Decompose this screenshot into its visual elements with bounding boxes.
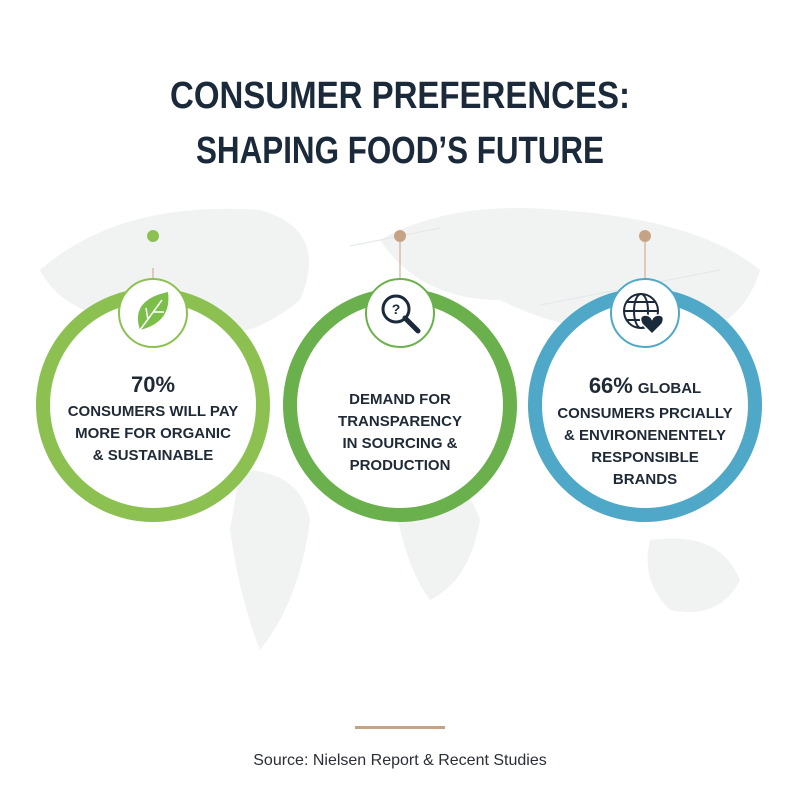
- card: ? DEMAND FOR TRANSPARENCY IN SOURCING & …: [283, 230, 517, 522]
- card-text: & ENVIRONENENTELY: [564, 427, 726, 444]
- title-line: CONSUMER PREFERENCES:: [170, 75, 630, 117]
- card-text: DEMAND FOR: [349, 391, 451, 408]
- card: 70% CONSUMERS WILL PAY MORE FOR ORGANIC …: [36, 230, 270, 522]
- card-text: CONSUMERS PRCIALLY: [557, 405, 732, 422]
- card-text: IN SOURCING &: [342, 435, 457, 452]
- divider: [355, 726, 445, 729]
- card-text: PRODUCTION: [350, 457, 451, 474]
- source: Source: Nielsen Report & Recent Studies: [253, 752, 546, 769]
- card-text: & SUSTAINABLE: [93, 447, 214, 464]
- card: 66% GLOBAL CONSUMERS PRCIALLY & ENVIRONEN…: [528, 230, 762, 522]
- headline: 66%: [589, 373, 633, 398]
- card-text: MORE FOR ORGANIC: [75, 425, 231, 442]
- question-icon: ?: [392, 301, 401, 317]
- headline: 70%: [131, 372, 175, 397]
- title-line: SHAPING FOOD’S FUTURE: [196, 130, 604, 172]
- card-text: CONSUMERS WILL PAY: [68, 403, 239, 420]
- card-text: BRANDS: [613, 471, 677, 488]
- card-text: 66% GLOBAL: [589, 373, 701, 398]
- card-text: TRANSPARENCY: [338, 413, 462, 430]
- headline-rest: GLOBAL: [638, 380, 701, 397]
- card-text: RESPONSIBLE: [591, 449, 699, 466]
